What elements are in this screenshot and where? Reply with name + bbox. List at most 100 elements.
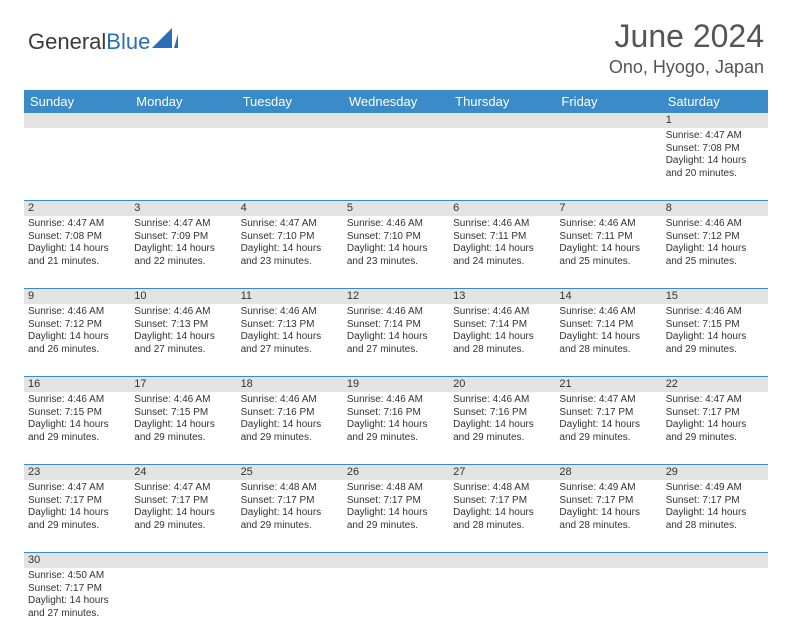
daylight-line: Daylight: 14 hours and 27 minutes. — [241, 331, 339, 356]
daylight-line: Daylight: 14 hours and 27 minutes. — [347, 331, 445, 356]
day-number: 14 — [555, 289, 661, 304]
day-number: 12 — [343, 289, 449, 304]
day-number: 19 — [343, 377, 449, 392]
brand-text-a: General — [28, 29, 106, 54]
day-cell: Sunrise: 4:47 AMSunset: 7:08 PMDaylight:… — [662, 128, 768, 200]
day-number-row: 9101112131415 — [24, 289, 768, 304]
daylight-line: Daylight: 14 hours and 20 minutes. — [666, 155, 764, 180]
location: Ono, Hyogo, Japan — [609, 57, 764, 78]
sunrise-line: Sunrise: 4:47 AM — [28, 482, 126, 495]
sunrise-line: Sunrise: 4:46 AM — [559, 306, 657, 319]
day-cell: Sunrise: 4:46 AMSunset: 7:14 PMDaylight:… — [449, 304, 555, 376]
day-cell — [343, 568, 449, 640]
day-number: 5 — [343, 201, 449, 216]
daylight-line: Daylight: 14 hours and 28 minutes. — [453, 331, 551, 356]
day-number: 24 — [130, 465, 236, 480]
daylight-line: Daylight: 14 hours and 27 minutes. — [28, 595, 126, 620]
day-cell: Sunrise: 4:48 AMSunset: 7:17 PMDaylight:… — [343, 480, 449, 552]
day-number: 25 — [237, 465, 343, 480]
sunrise-line: Sunrise: 4:46 AM — [347, 394, 445, 407]
day-cell: Sunrise: 4:46 AMSunset: 7:10 PMDaylight:… — [343, 216, 449, 288]
day-number: 9 — [24, 289, 130, 304]
day-cell — [555, 128, 661, 200]
day-cell: Sunrise: 4:47 AMSunset: 7:09 PMDaylight:… — [130, 216, 236, 288]
daylight-line: Daylight: 14 hours and 29 minutes. — [134, 419, 232, 444]
sunset-line: Sunset: 7:17 PM — [559, 407, 657, 420]
sunset-line: Sunset: 7:13 PM — [241, 319, 339, 332]
day-number-row: 2345678 — [24, 201, 768, 216]
sunrise-line: Sunrise: 4:47 AM — [241, 218, 339, 231]
sunset-line: Sunset: 7:10 PM — [347, 231, 445, 244]
daylight-line: Daylight: 14 hours and 29 minutes. — [241, 507, 339, 532]
week-row: Sunrise: 4:47 AMSunset: 7:08 PMDaylight:… — [24, 128, 768, 201]
day-cell — [130, 128, 236, 200]
day-cell: Sunrise: 4:48 AMSunset: 7:17 PMDaylight:… — [449, 480, 555, 552]
sunrise-line: Sunrise: 4:47 AM — [559, 394, 657, 407]
day-number: 17 — [130, 377, 236, 392]
day-cell: Sunrise: 4:46 AMSunset: 7:14 PMDaylight:… — [343, 304, 449, 376]
sunset-line: Sunset: 7:17 PM — [347, 495, 445, 508]
sunset-line: Sunset: 7:12 PM — [666, 231, 764, 244]
day-cell: Sunrise: 4:46 AMSunset: 7:13 PMDaylight:… — [130, 304, 236, 376]
week-row: Sunrise: 4:50 AMSunset: 7:17 PMDaylight:… — [24, 568, 768, 640]
sunset-line: Sunset: 7:16 PM — [453, 407, 551, 420]
day-number: 26 — [343, 465, 449, 480]
day-header-cell: Thursday — [449, 90, 555, 113]
day-number — [237, 113, 343, 128]
day-cell: Sunrise: 4:46 AMSunset: 7:14 PMDaylight:… — [555, 304, 661, 376]
sunset-line: Sunset: 7:17 PM — [28, 495, 126, 508]
sunset-line: Sunset: 7:13 PM — [134, 319, 232, 332]
sunset-line: Sunset: 7:08 PM — [666, 143, 764, 156]
day-number: 6 — [449, 201, 555, 216]
day-number-row: 1 — [24, 113, 768, 128]
day-cell: Sunrise: 4:46 AMSunset: 7:15 PMDaylight:… — [130, 392, 236, 464]
day-number: 27 — [449, 465, 555, 480]
daylight-line: Daylight: 14 hours and 29 minutes. — [666, 419, 764, 444]
day-cell: Sunrise: 4:46 AMSunset: 7:16 PMDaylight:… — [449, 392, 555, 464]
sunrise-line: Sunrise: 4:46 AM — [134, 306, 232, 319]
day-header-cell: Monday — [130, 90, 236, 113]
calendar: SundayMondayTuesdayWednesdayThursdayFrid… — [24, 90, 768, 640]
daylight-line: Daylight: 14 hours and 25 minutes. — [666, 243, 764, 268]
sunset-line: Sunset: 7:14 PM — [347, 319, 445, 332]
day-cell — [24, 128, 130, 200]
sunrise-line: Sunrise: 4:46 AM — [453, 218, 551, 231]
day-header-cell: Wednesday — [343, 90, 449, 113]
sunrise-line: Sunrise: 4:46 AM — [453, 394, 551, 407]
day-cell: Sunrise: 4:49 AMSunset: 7:17 PMDaylight:… — [662, 480, 768, 552]
daylight-line: Daylight: 14 hours and 29 minutes. — [453, 419, 551, 444]
sunset-line: Sunset: 7:16 PM — [241, 407, 339, 420]
daylight-line: Daylight: 14 hours and 28 minutes. — [453, 507, 551, 532]
day-cell: Sunrise: 4:47 AMSunset: 7:08 PMDaylight:… — [24, 216, 130, 288]
sunset-line: Sunset: 7:15 PM — [28, 407, 126, 420]
day-cell: Sunrise: 4:49 AMSunset: 7:17 PMDaylight:… — [555, 480, 661, 552]
sunset-line: Sunset: 7:17 PM — [28, 583, 126, 596]
header: GeneralBlue June 2024 Ono, Hyogo, Japan — [0, 0, 792, 86]
daylight-line: Daylight: 14 hours and 28 minutes. — [666, 507, 764, 532]
sunset-line: Sunset: 7:14 PM — [453, 319, 551, 332]
day-cell: Sunrise: 4:46 AMSunset: 7:15 PMDaylight:… — [24, 392, 130, 464]
daylight-line: Daylight: 14 hours and 29 minutes. — [28, 507, 126, 532]
day-cell: Sunrise: 4:47 AMSunset: 7:17 PMDaylight:… — [24, 480, 130, 552]
day-cell: Sunrise: 4:48 AMSunset: 7:17 PMDaylight:… — [237, 480, 343, 552]
day-number: 28 — [555, 465, 661, 480]
daylight-line: Daylight: 14 hours and 29 minutes. — [134, 507, 232, 532]
day-cell: Sunrise: 4:46 AMSunset: 7:12 PMDaylight:… — [662, 216, 768, 288]
daylight-line: Daylight: 14 hours and 23 minutes. — [347, 243, 445, 268]
day-number: 22 — [662, 377, 768, 392]
daylight-line: Daylight: 14 hours and 29 minutes. — [347, 507, 445, 532]
daylight-line: Daylight: 14 hours and 26 minutes. — [28, 331, 126, 356]
day-number — [449, 113, 555, 128]
day-number-row: 30 — [24, 553, 768, 568]
day-number — [449, 553, 555, 568]
day-number-row: 23242526272829 — [24, 465, 768, 480]
day-cell: Sunrise: 4:47 AMSunset: 7:10 PMDaylight:… — [237, 216, 343, 288]
day-cell — [449, 128, 555, 200]
daylight-line: Daylight: 14 hours and 23 minutes. — [241, 243, 339, 268]
sail-icon — [152, 26, 178, 48]
sunrise-line: Sunrise: 4:48 AM — [347, 482, 445, 495]
sunrise-line: Sunrise: 4:47 AM — [134, 482, 232, 495]
sunrise-line: Sunrise: 4:46 AM — [241, 306, 339, 319]
sunset-line: Sunset: 7:17 PM — [134, 495, 232, 508]
sunset-line: Sunset: 7:17 PM — [666, 407, 764, 420]
